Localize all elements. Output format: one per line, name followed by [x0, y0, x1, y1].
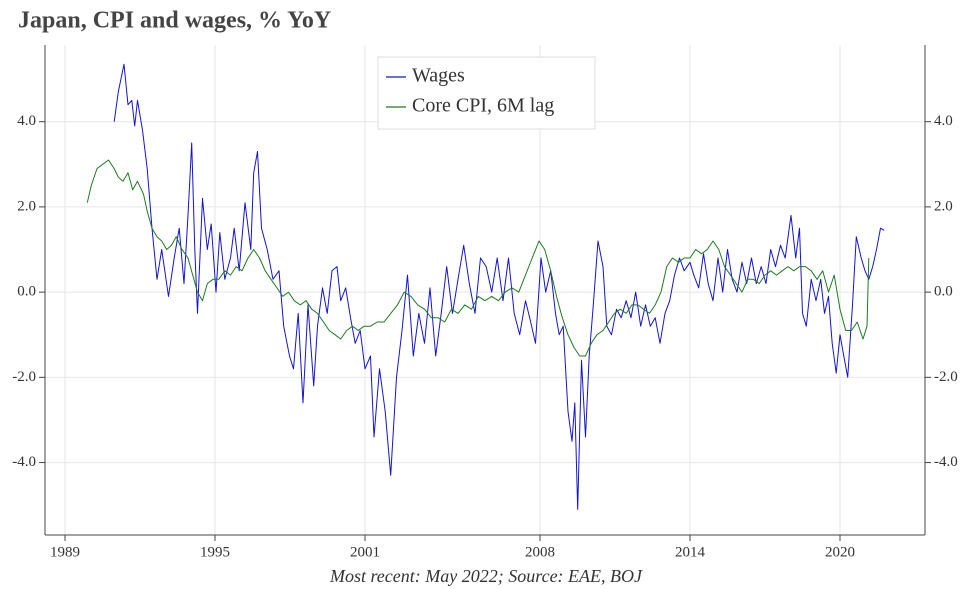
x-tick-label: 2008: [525, 544, 555, 560]
y2-tick-label: 0.0: [934, 284, 953, 300]
x-tick-label: 1995: [200, 544, 230, 560]
y-tick-label: 4.0: [17, 113, 36, 129]
y-tick-label: -2.0: [12, 369, 36, 385]
y-tick-label: 0.0: [17, 284, 36, 300]
legend-box: [377, 56, 596, 130]
series-line: [113, 63, 885, 510]
y2-tick-label: -2.0: [934, 369, 958, 385]
y-tick-label: 2.0: [17, 198, 36, 214]
series-line: [86, 159, 870, 357]
x-tick-label: 2001: [350, 544, 380, 560]
y2-tick-label: -4.0: [934, 454, 958, 470]
x-tick-label: 1989: [50, 544, 80, 560]
x-tick-label: 2020: [825, 544, 855, 560]
y2-tick-label: 4.0: [934, 113, 953, 129]
y2-tick-label: 2.0: [934, 198, 953, 214]
x-tick-label: 2014: [675, 544, 706, 560]
legend-label: Core CPI, 6M lag: [412, 95, 554, 117]
y-tick-label: -4.0: [12, 454, 36, 470]
chart-title: Japan, CPI and wages, % YoY: [18, 8, 331, 34]
footer: Most recent: May 2022; Source: EAE, BOJ: [329, 566, 643, 586]
legend-label: Wages: [412, 65, 465, 87]
